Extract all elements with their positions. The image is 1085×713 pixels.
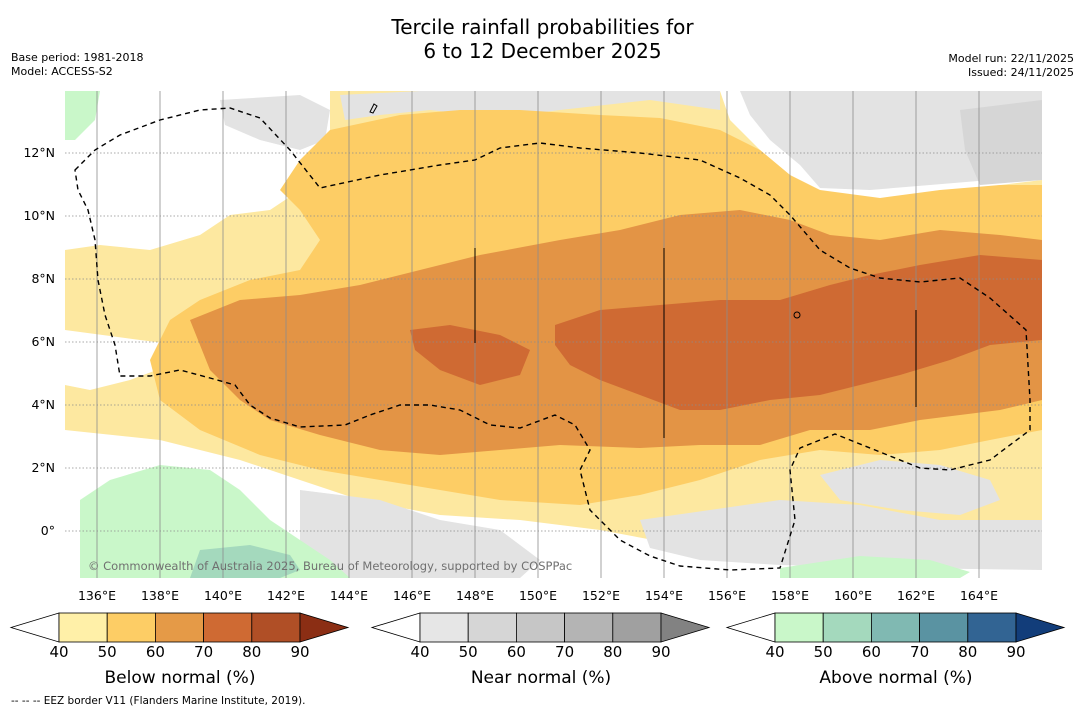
colorbar-left-extension bbox=[370, 612, 421, 643]
lon-label: 158°E bbox=[771, 588, 809, 603]
colorbar-segment bbox=[516, 612, 566, 643]
colorbar-tick-label: 60 bbox=[506, 643, 526, 661]
colorbar-segment bbox=[919, 612, 969, 643]
near-normal-region-5 bbox=[300, 490, 540, 578]
base-period-text: Base period: 1981-2018 bbox=[11, 51, 144, 64]
colorbar-segment bbox=[106, 612, 156, 643]
lon-label: 164°E bbox=[960, 588, 998, 603]
colorbar-segment bbox=[154, 612, 204, 643]
near-normal-region-4 bbox=[960, 100, 1042, 185]
colorbar-segment bbox=[871, 612, 921, 643]
colorbar-segment bbox=[967, 612, 1017, 643]
title-line-1: Tercile rainfall probabilities for bbox=[391, 15, 694, 39]
title-line-2: 6 to 12 December 2025 bbox=[423, 39, 662, 63]
latitude-labels: 12°N 10°N 8°N 6°N 4°N 2°N 0° bbox=[23, 145, 55, 538]
lon-label: 150°E bbox=[519, 588, 557, 603]
colorbar-tick-label: 40 bbox=[765, 643, 785, 661]
lon-label: 152°E bbox=[582, 588, 620, 603]
lat-label: 6°N bbox=[31, 334, 55, 349]
graticule bbox=[65, 91, 1042, 578]
lon-label: 142°E bbox=[267, 588, 305, 603]
colorbar-left-extension bbox=[9, 612, 60, 643]
lon-label: 140°E bbox=[204, 588, 242, 603]
map-fill-layer bbox=[65, 91, 1042, 578]
above-normal-region-4 bbox=[780, 556, 970, 578]
colorbar-tick-label: 70 bbox=[555, 643, 575, 661]
colorbar-segment bbox=[58, 612, 108, 643]
lon-label: 162°E bbox=[897, 588, 935, 603]
colorbar-tick-label: 90 bbox=[290, 643, 310, 661]
colorbar-segment bbox=[203, 612, 253, 643]
colorbar-title: Below normal (%) bbox=[104, 668, 256, 688]
above-normal-region-1 bbox=[65, 91, 100, 140]
colorbar-tick-label: 80 bbox=[603, 643, 623, 661]
colorbar-tick-label: 60 bbox=[861, 643, 881, 661]
near-normal-region-6 bbox=[640, 500, 1042, 570]
colorbar-tick-label: 40 bbox=[49, 643, 69, 661]
islands bbox=[369, 103, 917, 438]
colorbar-segment bbox=[612, 612, 662, 643]
near-normal-region-7 bbox=[820, 460, 1000, 515]
longitude-labels: 136°E 138°E 140°E 142°E 144°E 146°E 148°… bbox=[78, 588, 998, 603]
colorbar-tick-label: 90 bbox=[1006, 643, 1026, 661]
eez-footnote: -- -- -- EEZ border V11 (Flanders Marine… bbox=[11, 695, 306, 707]
below-normal-70-region-2 bbox=[555, 255, 1042, 410]
lon-label: 144°E bbox=[330, 588, 368, 603]
issued-text: Issued: 24/11/2025 bbox=[967, 66, 1074, 79]
colorbar-tick-label: 70 bbox=[910, 643, 930, 661]
near-normal-region-2 bbox=[340, 91, 720, 120]
model-text: Model: ACCESS-S2 bbox=[11, 65, 113, 78]
colorbar-above-normal bbox=[725, 612, 1066, 643]
colorbar-segment bbox=[564, 612, 614, 643]
below-normal-70-region-1 bbox=[410, 325, 530, 385]
eez-border bbox=[74, 107, 1031, 571]
colorbar-tick-label: 40 bbox=[410, 643, 430, 661]
above-normal-region-3 bbox=[190, 545, 300, 578]
near-normal-region-1 bbox=[220, 95, 330, 150]
colorbar-segment bbox=[774, 612, 824, 643]
colorbar-segment bbox=[251, 612, 301, 643]
lon-label: 138°E bbox=[141, 588, 179, 603]
map-credit: © Commonwealth of Australia 2025, Bureau… bbox=[88, 559, 572, 573]
colorbar-tick-label: 90 bbox=[651, 643, 671, 661]
colorbar-tick-label: 80 bbox=[958, 643, 978, 661]
colorbar-title: Above normal (%) bbox=[819, 668, 973, 688]
lat-label: 2°N bbox=[31, 460, 55, 475]
model-run-text: Model run: 22/11/2025 bbox=[948, 52, 1074, 65]
lon-label: 146°E bbox=[393, 588, 431, 603]
lon-label: 148°E bbox=[456, 588, 494, 603]
lon-label: 154°E bbox=[645, 588, 683, 603]
colorbar-segment bbox=[467, 612, 517, 643]
colorbar-tick-label: 50 bbox=[813, 643, 833, 661]
colorbar-tick-label: 50 bbox=[97, 643, 117, 661]
lat-label: 4°N bbox=[31, 397, 55, 412]
colorbar-right-extension bbox=[299, 612, 350, 643]
colorbar-tick-label: 80 bbox=[242, 643, 262, 661]
lat-label: 0° bbox=[41, 523, 55, 538]
lat-label: 8°N bbox=[31, 271, 55, 286]
lon-label: 136°E bbox=[78, 588, 116, 603]
colorbar-left-extension bbox=[725, 612, 776, 643]
lon-label: 156°E bbox=[708, 588, 746, 603]
above-normal-region-2 bbox=[80, 465, 350, 578]
colorbar-below-normal bbox=[9, 612, 350, 643]
colorbar-right-extension bbox=[1015, 612, 1066, 643]
lon-label: 160°E bbox=[834, 588, 872, 603]
no-signal-region-west bbox=[65, 330, 180, 390]
colorbar-segment bbox=[822, 612, 872, 643]
colorbar-title: Near normal (%) bbox=[470, 668, 612, 688]
colorbar-tick-label: 70 bbox=[194, 643, 214, 661]
colorbar-right-extension bbox=[660, 612, 711, 643]
lat-label: 10°N bbox=[23, 208, 55, 223]
colorbar-segment bbox=[419, 612, 469, 643]
lat-label: 12°N bbox=[23, 145, 55, 160]
colorbar-near-normal bbox=[370, 612, 711, 643]
colorbar-tick-label: 60 bbox=[145, 643, 165, 661]
colorbar-tick-label: 50 bbox=[458, 643, 478, 661]
